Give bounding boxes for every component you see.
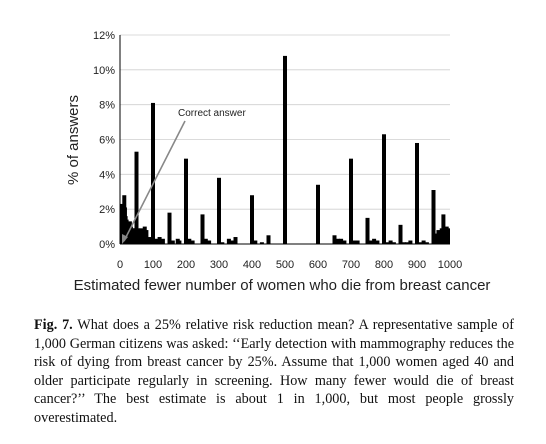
bar (250, 195, 254, 244)
bar (167, 212, 172, 244)
bars (120, 55, 450, 245)
bar (154, 238, 159, 244)
x-tick-label: 0 (117, 259, 123, 271)
x-tick-label: 500 (276, 259, 294, 271)
bar (230, 240, 235, 244)
bar (415, 142, 419, 244)
bar (147, 237, 152, 244)
bar (220, 242, 225, 244)
bar (339, 238, 344, 244)
bar (408, 240, 413, 244)
bar (446, 231, 450, 244)
bar (372, 238, 377, 244)
y-tick-label: 4% (99, 169, 115, 181)
bar (335, 238, 340, 244)
bar (207, 240, 212, 244)
bar (368, 240, 373, 244)
bar (401, 242, 406, 244)
y-tick-label: 10% (93, 65, 115, 77)
x-tick-label: 100 (144, 259, 162, 271)
bar (342, 240, 347, 244)
bar (200, 214, 205, 244)
y-tick-label: 6% (99, 135, 115, 147)
figure-caption: Fig. 7. What does a 25% relative risk re… (34, 316, 514, 428)
bar (388, 240, 393, 244)
x-tick-label: 1000 (438, 259, 462, 271)
bar (203, 238, 208, 244)
bar (134, 151, 139, 244)
correct-answer-label: Correct answer (178, 108, 246, 119)
bar (184, 158, 188, 244)
bar-chart: 0% 2% 4% 6% 8% 10% 12% 0 100 200 300 400 500 600 700 8… (65, 30, 491, 294)
bar (405, 242, 410, 244)
bar (382, 134, 386, 244)
y-tick-label: 8% (99, 100, 115, 112)
bar (187, 238, 192, 244)
bar (226, 238, 231, 244)
bar (375, 240, 380, 244)
bar (365, 217, 370, 244)
bar (190, 240, 195, 244)
caption-text: What does a 25% relative risk reduction … (34, 317, 515, 426)
bar (160, 238, 165, 244)
x-tick-label: 400 (243, 259, 261, 271)
x-tick-label: 800 (375, 259, 393, 271)
x-tick-label: 300 (210, 259, 228, 271)
bar (385, 242, 390, 244)
bar (170, 240, 175, 244)
bar (151, 102, 155, 244)
bar (418, 242, 423, 244)
bar (217, 177, 221, 244)
bar (316, 184, 320, 244)
x-tick-label: 600 (309, 259, 327, 271)
x-tick-label: 900 (408, 259, 426, 271)
bar (349, 158, 353, 244)
bar (177, 240, 182, 244)
bar (421, 240, 426, 244)
x-axis-title: Estimated fewer number of women who die … (74, 277, 491, 294)
x-tick-label: 200 (177, 259, 195, 271)
correct-answer-arrowhead (122, 234, 128, 244)
y-tick-label: 12% (93, 30, 115, 42)
bar (398, 224, 403, 244)
bar (352, 240, 357, 244)
bar (355, 240, 360, 244)
bar (332, 235, 337, 244)
bar (424, 242, 429, 244)
bar (259, 242, 264, 244)
y-tick-label: 0% (99, 239, 115, 251)
x-tick-label: 700 (342, 259, 360, 271)
y-tick-label: 2% (99, 204, 115, 216)
bar (266, 235, 271, 244)
bar (253, 240, 258, 244)
y-tick-labels: 0% 2% 4% 6% 8% 10% 12% (93, 30, 115, 251)
y-axis-title: % of answers (65, 95, 82, 185)
x-tick-labels: 0 100 200 300 400 500 600 700 800 900 1000 (117, 259, 462, 271)
bar (441, 214, 446, 244)
bar (431, 190, 436, 244)
correct-answer-arrow (123, 120, 186, 242)
bar (283, 55, 287, 245)
figure-label: Fig. 7. (34, 317, 73, 333)
bar (391, 242, 396, 244)
bar (233, 237, 238, 244)
bar (144, 230, 149, 244)
